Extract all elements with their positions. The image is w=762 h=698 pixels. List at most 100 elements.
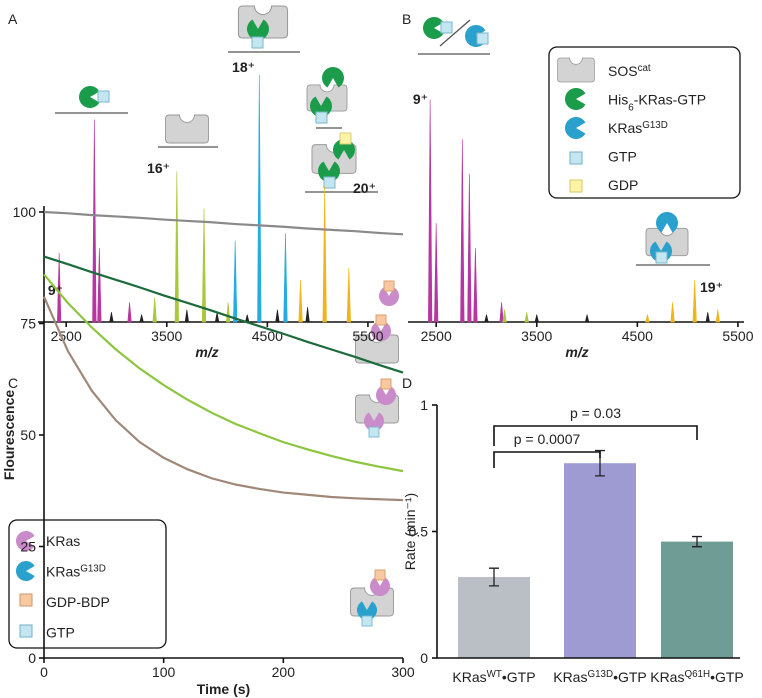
icon <box>383 280 395 292</box>
peak <box>645 314 650 323</box>
panel-label: B <box>402 11 411 27</box>
label-part: KRas <box>650 669 684 685</box>
peak <box>705 312 710 323</box>
y-axis-label: Flourescence <box>1 390 17 480</box>
y-tick-label: 1 <box>420 397 428 413</box>
x-tick-label: 200 <box>272 664 296 680</box>
icon <box>97 90 110 103</box>
peak <box>428 99 433 323</box>
peak <box>57 252 62 323</box>
icon <box>164 114 210 144</box>
icons <box>8 5 741 649</box>
label: KRasG13D <box>46 563 106 580</box>
peak <box>283 233 288 323</box>
x-tick-label: 100 <box>152 664 176 680</box>
error-bar <box>489 567 499 587</box>
peak <box>499 302 504 323</box>
icon <box>557 57 595 83</box>
label-part: KRas <box>608 120 642 136</box>
icon <box>368 426 380 438</box>
bar <box>564 463 636 658</box>
annotation: p = 0.03 <box>570 405 621 421</box>
icon <box>374 569 386 581</box>
x-tick-label: 4500 <box>252 328 283 344</box>
icon <box>78 86 100 108</box>
icon <box>375 314 387 326</box>
label-part: GDP <box>608 177 638 193</box>
icon <box>476 32 489 45</box>
icon <box>564 117 586 139</box>
legend-box <box>548 46 741 199</box>
label: GTP <box>608 149 637 165</box>
peak <box>715 309 720 323</box>
label-part: GTP <box>46 625 75 641</box>
y-axis-label: Rate (min⁻¹) <box>402 493 418 570</box>
peak <box>670 302 675 323</box>
icon <box>339 132 352 145</box>
peak <box>92 119 97 323</box>
line <box>43 255 404 374</box>
peak-label: 16⁺ <box>147 160 170 176</box>
label-part: KRas <box>452 669 486 685</box>
legend-box <box>8 519 167 649</box>
label-part: -KRas-GTP <box>634 92 706 108</box>
icon <box>440 21 453 34</box>
icon <box>251 36 264 49</box>
icon-line <box>439 19 471 47</box>
label: His6-KRas-GTP <box>608 92 706 114</box>
y-tick-label: 25 <box>20 539 36 555</box>
peak <box>127 302 132 323</box>
y-tick-label: 0 <box>420 650 428 666</box>
y-tick-label: 100 <box>13 204 37 220</box>
label: GDP-BDP <box>46 594 110 610</box>
peak <box>174 171 179 323</box>
peak <box>201 208 207 323</box>
x-tick-label: 3500 <box>151 328 182 344</box>
label-part: Q61H <box>684 669 710 680</box>
peak <box>275 309 280 323</box>
peak <box>257 74 262 323</box>
label-part: KRas <box>46 564 80 580</box>
peak <box>502 309 507 323</box>
label: SOScat <box>608 63 651 80</box>
peak <box>484 314 489 323</box>
icon <box>361 615 373 627</box>
peak <box>109 312 114 323</box>
label: GTP <box>46 625 75 641</box>
label-part: SOS <box>608 63 638 79</box>
icon <box>569 179 583 193</box>
x-tick-label: 3500 <box>521 328 552 344</box>
peak <box>184 309 190 323</box>
x-tick-label: 2500 <box>421 328 452 344</box>
bar <box>661 541 733 658</box>
label: KRasG13D <box>608 120 668 137</box>
label-part: •GTP <box>710 669 744 685</box>
label-part: GDP-BDP <box>46 594 110 610</box>
peak <box>233 240 238 323</box>
icon <box>315 111 328 124</box>
annotation: p = 0.0007 <box>514 431 581 447</box>
y-tick-label: 0.5 <box>409 524 429 540</box>
line <box>43 210 404 236</box>
x-tick-label: 5500 <box>352 328 383 344</box>
x-tick-label: 2500 <box>51 328 82 344</box>
label-part: G13D <box>642 120 668 131</box>
label: KRas <box>46 533 80 549</box>
peak <box>467 173 472 323</box>
line <box>43 273 404 473</box>
bar <box>458 577 530 658</box>
label-part: GTP <box>608 149 637 165</box>
label-part: His <box>608 92 628 108</box>
icon <box>422 17 444 39</box>
icon <box>19 624 33 638</box>
peak <box>524 312 529 323</box>
label-part: 6 <box>628 102 634 113</box>
label-part: •GTP <box>502 669 536 685</box>
peak <box>322 186 327 323</box>
icon <box>322 66 344 88</box>
x-tick-label: 300 <box>391 664 415 680</box>
peak <box>152 297 157 323</box>
icon <box>655 251 668 264</box>
y-tick-label: 75 <box>20 316 36 332</box>
